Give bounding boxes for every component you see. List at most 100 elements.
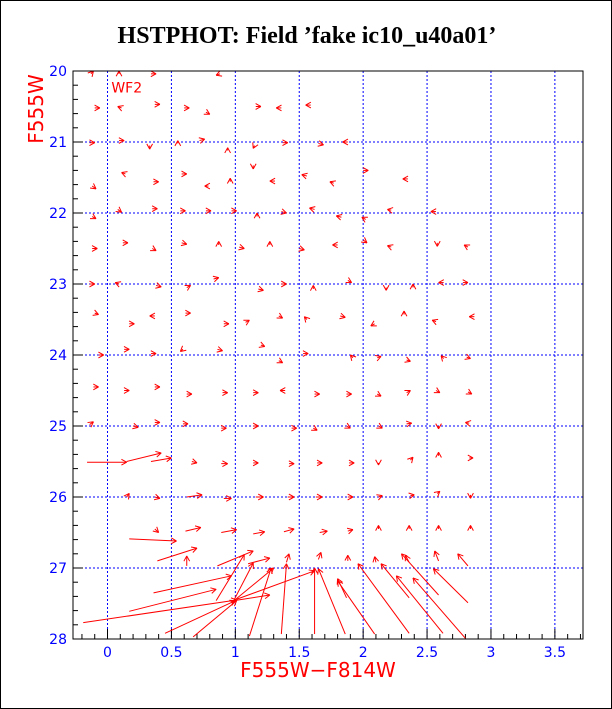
vector-arrow bbox=[180, 239, 188, 247]
arrow-head bbox=[431, 319, 437, 326]
vector-arrow bbox=[382, 284, 390, 291]
vector-arrow bbox=[375, 459, 382, 466]
arrow-head bbox=[309, 207, 315, 213]
vector-arrow bbox=[93, 383, 99, 391]
arrow-shaft bbox=[215, 554, 245, 601]
vector-arrow bbox=[298, 245, 305, 252]
arrow-head bbox=[118, 70, 123, 77]
arrow-shaft bbox=[217, 550, 254, 567]
arrow-head bbox=[227, 147, 231, 154]
arrow-head bbox=[407, 456, 414, 460]
arrow-head bbox=[387, 209, 393, 214]
arrow-head bbox=[121, 458, 127, 463]
arrow-head bbox=[205, 210, 212, 215]
arrow-head bbox=[329, 180, 336, 183]
arrow-shaft bbox=[404, 554, 410, 563]
arrow-head bbox=[269, 241, 274, 247]
arrow-head bbox=[182, 239, 188, 245]
arrow-head bbox=[117, 105, 124, 107]
vector-arrow bbox=[154, 383, 161, 391]
y-tick-label: 28 bbox=[49, 632, 67, 648]
arrow-head bbox=[225, 495, 232, 499]
arrow-head bbox=[222, 463, 228, 467]
vector-arrow bbox=[123, 492, 130, 500]
arrow-head bbox=[376, 356, 382, 362]
arrow-head bbox=[216, 74, 223, 77]
y-tick-label: 26 bbox=[49, 490, 67, 506]
arrow-head bbox=[387, 207, 394, 210]
chart-title: HSTPHOT: Field ’fake ic10_u40a01’ bbox=[117, 23, 497, 49]
arrow-head bbox=[269, 177, 276, 182]
vector-arrow bbox=[153, 493, 161, 501]
arrow-head bbox=[238, 554, 245, 558]
arrow-head bbox=[350, 354, 357, 358]
arrow-head bbox=[252, 459, 259, 464]
arrow-head bbox=[435, 525, 440, 531]
arrow-head bbox=[258, 529, 265, 533]
vector-arrow bbox=[87, 70, 94, 77]
vector-arrow bbox=[223, 320, 230, 328]
arrow-head bbox=[402, 175, 409, 180]
arrow-head bbox=[128, 493, 130, 500]
arrow-shaft bbox=[337, 580, 376, 635]
arrow-head bbox=[464, 358, 471, 360]
vector-arrow bbox=[215, 554, 245, 601]
arrow-head bbox=[403, 310, 408, 317]
vector-arrow bbox=[275, 104, 282, 112]
arrow-head bbox=[196, 492, 203, 496]
arrow-head bbox=[380, 563, 383, 570]
arrow-shaft bbox=[192, 600, 237, 638]
vector-arrow bbox=[349, 354, 357, 361]
arrow-head bbox=[121, 461, 127, 466]
vector-arrow bbox=[150, 455, 172, 463]
vector-arrow bbox=[435, 525, 442, 531]
vector-arrow bbox=[463, 244, 471, 251]
arrow-head bbox=[190, 546, 198, 549]
arrow-head bbox=[282, 139, 288, 144]
vector-arrow bbox=[192, 600, 238, 638]
vector-arrow bbox=[311, 567, 318, 635]
vector-arrow bbox=[305, 101, 312, 109]
arrow-head bbox=[205, 207, 212, 212]
arrow-head bbox=[220, 427, 227, 432]
vector-arrow bbox=[433, 550, 440, 562]
vector-arrow bbox=[335, 213, 343, 221]
arrow-shaft bbox=[129, 538, 177, 542]
arrow-shaft bbox=[280, 563, 287, 635]
arrow-head bbox=[247, 549, 254, 552]
vector-arrow bbox=[283, 527, 295, 534]
vector-arrow bbox=[348, 459, 355, 467]
arrow-head bbox=[249, 550, 254, 556]
arrow-head bbox=[288, 527, 295, 530]
vector-arrow bbox=[357, 563, 410, 634]
vector-arrow bbox=[205, 207, 212, 215]
vector-arrow bbox=[337, 580, 376, 635]
y-tick-label: 23 bbox=[49, 277, 67, 293]
arrow-head bbox=[115, 281, 122, 284]
arrow-head bbox=[225, 573, 232, 577]
vector-arrow bbox=[204, 182, 211, 190]
vector-arrow bbox=[123, 387, 130, 394]
arrow-head bbox=[275, 104, 282, 109]
vector-arrow bbox=[376, 494, 383, 501]
arrow-head bbox=[252, 144, 259, 149]
vector-arrow bbox=[465, 420, 472, 427]
arrow-head bbox=[412, 577, 415, 584]
arrow-head bbox=[123, 390, 130, 394]
arrow-head bbox=[252, 389, 259, 394]
arrow-head bbox=[282, 142, 288, 147]
arrow-head bbox=[347, 496, 354, 501]
arrow-head bbox=[288, 496, 295, 501]
vector-arrow bbox=[395, 575, 444, 634]
arrow-head bbox=[288, 553, 291, 560]
vector-arrow bbox=[314, 390, 320, 398]
arrow-head bbox=[149, 312, 156, 317]
arrow-head bbox=[284, 553, 290, 559]
arrow-head bbox=[89, 142, 95, 147]
axis-ticks: 0 0.5 1 1.5 2 2.5 3 3.5 20 21 22 23 24 25 26 27 28 bbox=[49, 64, 581, 661]
arrow-head bbox=[278, 357, 284, 364]
arrow-head bbox=[98, 351, 104, 356]
arrow-head bbox=[233, 600, 238, 607]
arrow-head bbox=[466, 353, 471, 359]
x-tick-label: 1 bbox=[231, 645, 240, 661]
